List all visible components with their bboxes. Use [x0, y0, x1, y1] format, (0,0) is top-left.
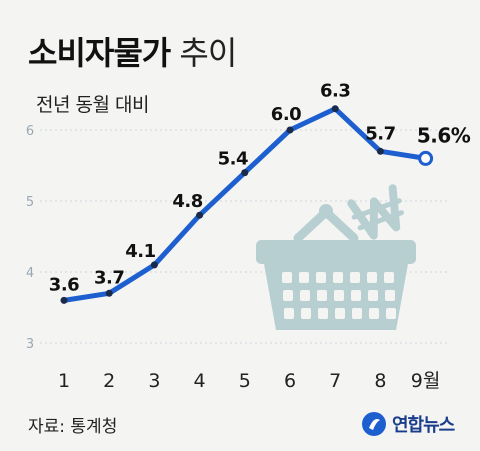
basket-knob-icon: [319, 204, 333, 218]
data-label: 3.7: [94, 267, 124, 288]
x-tick-label: 8: [374, 370, 386, 392]
won-sign-icon: [347, 184, 405, 240]
data-label: 4.1: [125, 241, 155, 262]
data-point: [105, 289, 113, 297]
x-tick-label: 4: [194, 370, 206, 392]
x-tick-label: 3: [148, 370, 160, 392]
yonhap-logo: 연합뉴스: [360, 410, 455, 438]
basket-hole: [335, 308, 345, 319]
data-point: [150, 261, 158, 269]
basket-hole: [352, 308, 362, 319]
basket-hole: [317, 290, 327, 301]
basket-hole: [350, 272, 360, 283]
data-label: 6.0: [271, 104, 301, 125]
x-tick-labels: 1 2 3 4 5 6 7 8 9월: [58, 370, 440, 392]
y-tick-label: 6: [26, 124, 34, 139]
x-tick-label: 9월: [411, 370, 441, 392]
y-tick-label: 5: [26, 195, 34, 210]
title-bold: 소비자물가: [28, 34, 171, 72]
x-tick-label: 5: [239, 370, 251, 392]
chart-title: 소비자물가 추이: [28, 28, 237, 74]
x-tick-label: 7: [329, 370, 341, 392]
data-label: 3.6: [49, 274, 79, 295]
basket-hole: [386, 308, 396, 319]
source-note: 자료: 통계청: [28, 417, 118, 437]
data-label: 6.3: [320, 81, 350, 102]
basket-hole: [367, 272, 377, 283]
y-tick-label: 3: [26, 337, 34, 352]
basket-hole: [384, 272, 394, 283]
data-label: 5.7: [365, 123, 395, 144]
basket-hole: [351, 290, 361, 301]
data-point: [196, 211, 204, 219]
chart-subtitle: 전년 동월 대비: [36, 94, 149, 116]
basket-hole: [318, 308, 328, 319]
shopping-basket-icon: [256, 184, 416, 330]
y-tick-label: 4: [26, 266, 34, 281]
basket-hole: [385, 290, 395, 301]
x-tick-label: 1: [58, 370, 70, 392]
data-label: 5.4: [218, 149, 248, 170]
basket-hole: [316, 272, 326, 283]
basket-hole: [333, 272, 343, 283]
x-tick-label: 6: [284, 370, 296, 392]
title-light: 추이: [179, 34, 237, 72]
data-points: [60, 105, 434, 304]
data-point-last: [418, 150, 434, 166]
basket-hole: [369, 308, 379, 319]
data-point: [60, 296, 68, 304]
basket-hole: [299, 272, 309, 283]
basket-hole: [300, 290, 310, 301]
data-label: 5.6%: [417, 123, 471, 147]
data-labels: 3.6 3.74.1 4.8 5.4 6.0 6.3 5.7 5.6%: [49, 81, 471, 296]
basket-hole: [283, 290, 293, 301]
logo-icon: [362, 412, 386, 436]
data-point: [331, 105, 339, 113]
x-tick-label: 2: [103, 370, 115, 392]
data-point: [241, 169, 249, 177]
basket-hole: [282, 272, 292, 283]
basket-hole: [334, 290, 344, 301]
data-label: 4.8: [172, 191, 202, 212]
y-tick-labels: 3 4 5 6: [26, 124, 34, 352]
basket-rim-icon: [256, 240, 416, 264]
basket-hole: [284, 308, 294, 319]
basket-hole: [368, 290, 378, 301]
data-point: [286, 126, 294, 134]
logo-text: 연합뉴스: [392, 415, 455, 436]
data-point: [376, 147, 384, 155]
basket-hole: [301, 308, 311, 319]
